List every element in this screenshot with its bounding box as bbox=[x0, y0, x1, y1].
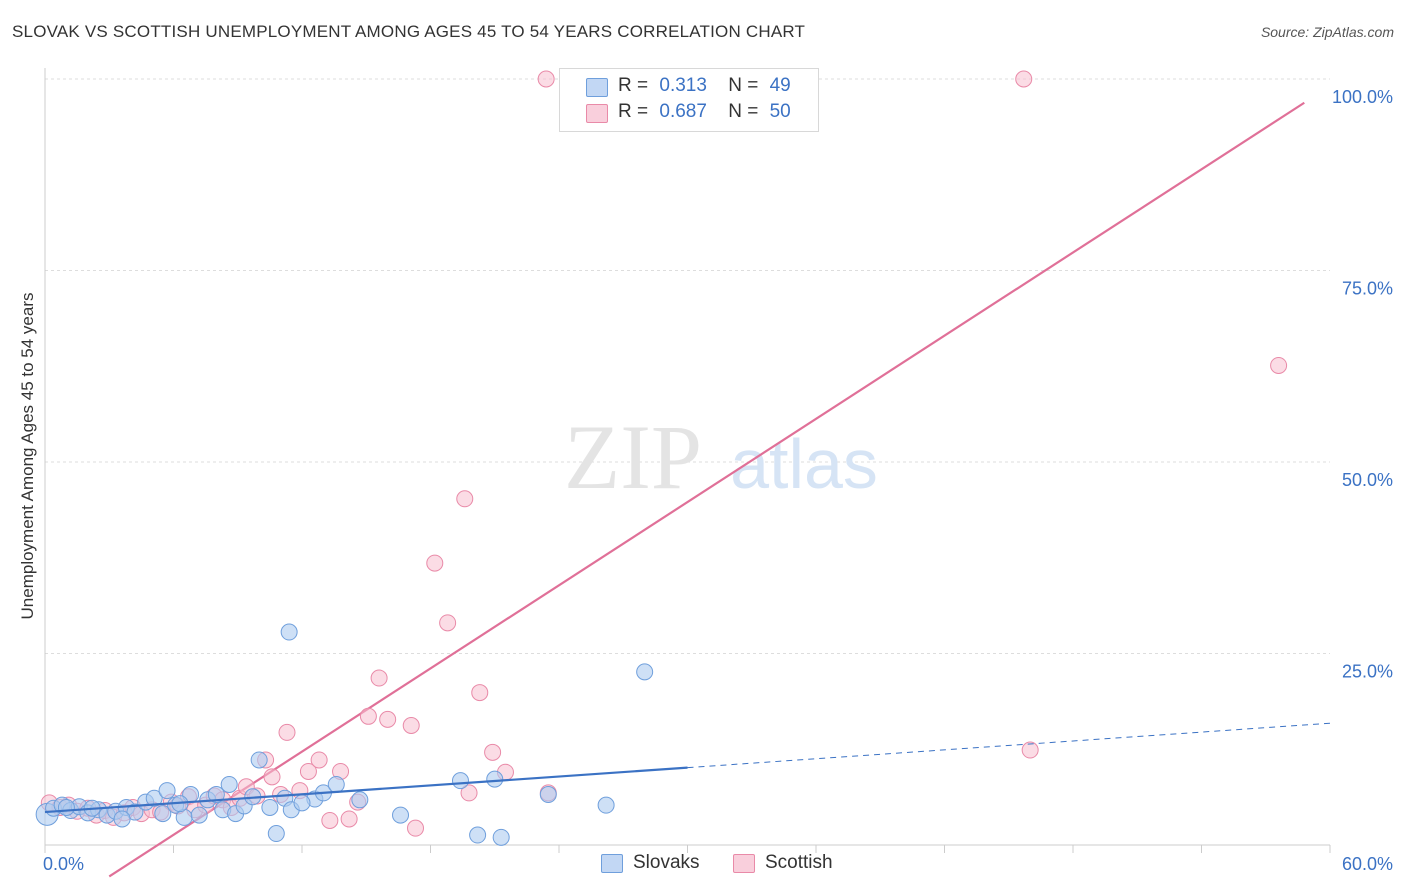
slovak-trend-dashed bbox=[687, 722, 1331, 769]
scottish-point bbox=[537, 70, 555, 88]
legend-n-value: 50 bbox=[769, 101, 791, 122]
scottish-trend-solid bbox=[108, 101, 1305, 878]
scottish-point bbox=[310, 751, 328, 769]
slovak-point bbox=[636, 663, 654, 681]
legend-n-label: N = bbox=[728, 75, 759, 96]
scottish-point bbox=[456, 490, 474, 508]
scottish-point bbox=[1270, 356, 1288, 374]
scottish-point bbox=[321, 811, 339, 829]
slovak-point bbox=[250, 751, 268, 769]
legend-n-label: N = bbox=[728, 101, 759, 122]
axes bbox=[44, 68, 1331, 853]
scottish-point bbox=[299, 762, 317, 780]
legend-n-value: 49 bbox=[769, 75, 791, 96]
x-tick-label: 60.0% bbox=[1342, 854, 1393, 874]
slovak-point bbox=[539, 785, 557, 803]
slovak-point bbox=[145, 789, 163, 807]
slovaks-legend-swatch bbox=[601, 854, 623, 873]
grid-lines bbox=[45, 78, 1330, 654]
slovak-point bbox=[113, 810, 131, 828]
slovak-point bbox=[280, 623, 298, 641]
x-tick-label: 0.0% bbox=[43, 854, 84, 874]
slovak-point bbox=[469, 826, 487, 844]
scottish-point bbox=[370, 669, 388, 687]
watermark-atlas: atlas bbox=[730, 425, 878, 503]
scottish-point bbox=[359, 707, 377, 725]
slovak-point bbox=[392, 806, 410, 824]
y-tick-labels: 25.0% 50.0% 75.0% 100.0% bbox=[1332, 87, 1393, 682]
slovak-point bbox=[220, 775, 238, 793]
slovak-point bbox=[158, 782, 176, 800]
slovak-point bbox=[190, 806, 208, 824]
slovak-trend-line bbox=[44, 722, 1331, 814]
slovak-point bbox=[267, 825, 285, 843]
scottish-point bbox=[402, 717, 420, 735]
slovak-point bbox=[351, 791, 369, 809]
scottish-point bbox=[379, 710, 397, 728]
y-tick-label: 50.0% bbox=[1342, 470, 1393, 490]
y-axis-label: Unemployment Among Ages 45 to 54 years bbox=[18, 292, 37, 620]
slovak-point bbox=[597, 796, 615, 814]
scottish-point bbox=[263, 768, 281, 786]
slovak-point bbox=[293, 794, 311, 812]
slovak-trend-solid bbox=[44, 766, 688, 814]
scottish-point bbox=[278, 723, 296, 741]
slovak-point bbox=[207, 785, 225, 803]
legend-r-value: 0.687 bbox=[659, 101, 707, 122]
scottish-swatch bbox=[586, 104, 608, 123]
scottish-trend-line bbox=[108, 101, 1305, 878]
slovak-point bbox=[261, 798, 279, 816]
scottish-point bbox=[460, 784, 478, 802]
slovak-point bbox=[486, 770, 504, 788]
slovak-point bbox=[57, 798, 75, 816]
slovak-point bbox=[492, 828, 510, 846]
scottish-point bbox=[471, 684, 489, 702]
y-tick-label: 75.0% bbox=[1342, 279, 1393, 299]
slovak-point bbox=[451, 772, 469, 790]
scottish-point bbox=[484, 743, 502, 761]
chart-title: SLOVAK VS SCOTTISH UNEMPLOYMENT AMONG AG… bbox=[12, 22, 806, 41]
slovaks-swatch bbox=[586, 78, 608, 97]
source-credit: Source: ZipAtlas.com bbox=[1260, 24, 1394, 40]
watermark-zip: ZIP bbox=[564, 406, 702, 508]
scottish-point bbox=[426, 554, 444, 572]
scottish-point bbox=[407, 819, 425, 837]
watermark: ZIP atlas bbox=[564, 406, 878, 508]
legend-r-value: 0.313 bbox=[659, 75, 707, 96]
scottish-point bbox=[1021, 741, 1039, 759]
legend-r-label: R = bbox=[618, 75, 649, 96]
correlation-legend: R = 0.313 N = 49 R = 0.687 N = 50 bbox=[559, 68, 819, 132]
scottish-point bbox=[1015, 70, 1033, 88]
slovak-point bbox=[154, 805, 172, 823]
x-tick-labels: 0.0% 60.0% bbox=[43, 854, 1393, 874]
legend-r-label: R = bbox=[618, 101, 649, 122]
slovak-point bbox=[327, 775, 345, 793]
y-tick-label: 25.0% bbox=[1342, 662, 1393, 682]
scottish-legend-label: Scottish bbox=[765, 852, 833, 873]
slovaks-legend-label: Slovaks bbox=[633, 852, 700, 873]
scottish-point bbox=[340, 810, 358, 828]
scottish-point bbox=[439, 614, 457, 632]
scottish-legend-swatch bbox=[733, 854, 755, 873]
y-tick-label: 100.0% bbox=[1332, 87, 1393, 107]
